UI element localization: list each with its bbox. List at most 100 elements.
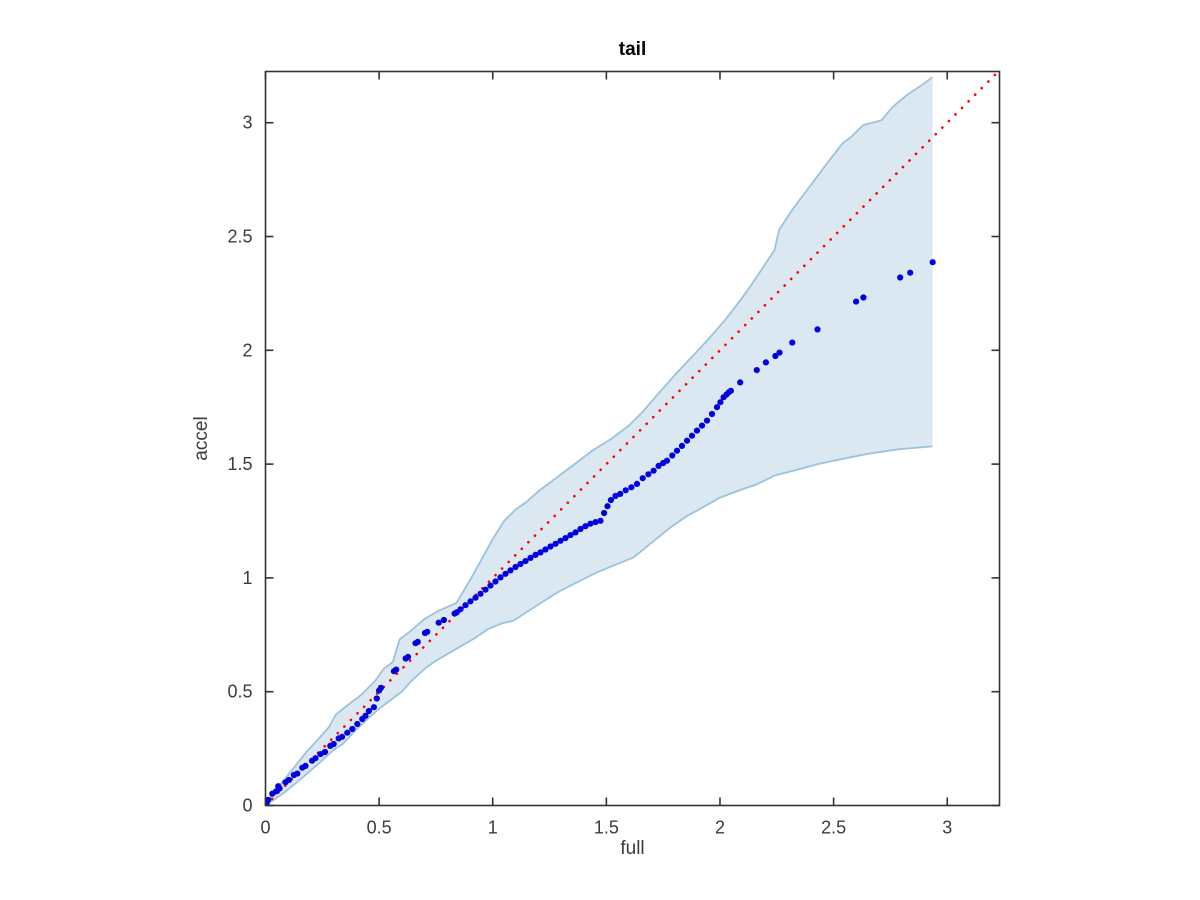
confidence-band: [265, 77, 933, 806]
qq-point: [753, 367, 760, 374]
qq-point: [737, 379, 744, 386]
qq-point: [457, 606, 464, 613]
y-tick-label: 2: [242, 340, 252, 360]
qq-point: [860, 294, 867, 301]
qq-point: [592, 519, 599, 526]
qq-point: [482, 586, 489, 593]
qq-point: [789, 339, 796, 346]
qq-point: [404, 653, 412, 661]
qq-point: [562, 535, 569, 542]
qq-point: [577, 525, 584, 533]
qq-point: [622, 487, 629, 494]
qq-point: [424, 628, 431, 635]
qq-point: [669, 452, 676, 459]
y-tick-label: 1.5: [227, 454, 252, 474]
qq-point: [655, 462, 662, 469]
qq-point: [512, 563, 519, 571]
qq-point: [370, 704, 377, 711]
plot-box: [264, 70, 1001, 807]
qq-point: [814, 326, 821, 333]
qq-point: [617, 490, 624, 497]
x-tick-label: 0: [260, 818, 270, 838]
qq-point: [414, 638, 421, 646]
qq-point: [393, 666, 400, 673]
qq-point: [537, 549, 544, 556]
qq-point: [678, 442, 686, 449]
qq-point: [929, 259, 936, 266]
x-axis-label: full: [620, 838, 644, 859]
qq-points: [265, 259, 936, 806]
qq-point: [321, 748, 329, 756]
x-tick-label: 1: [488, 818, 498, 838]
confidence-band-upper-edge: [265, 76, 934, 804]
qq-point: [727, 387, 735, 394]
qq-point: [587, 520, 594, 527]
qq-point: [285, 776, 292, 784]
qq-point: [502, 570, 509, 577]
qq-point: [472, 594, 479, 601]
qq-point: [673, 447, 681, 454]
qq-point: [572, 529, 579, 536]
qq-point: [552, 540, 559, 547]
qq-point: [708, 410, 716, 418]
plot-title: tail: [619, 39, 646, 60]
qq-point: [607, 497, 615, 504]
qq-point: [440, 616, 447, 624]
qq-point: [377, 684, 384, 691]
qq-point: [462, 602, 469, 609]
qq-point: [492, 578, 499, 585]
y-tick-label: 0: [242, 796, 252, 816]
qq-point: [344, 729, 351, 736]
qq-point: [776, 349, 783, 356]
qq-point: [645, 471, 652, 478]
qq-point: [527, 554, 534, 562]
qq-point: [477, 590, 484, 597]
qq-point: [604, 503, 611, 510]
qq-point: [435, 619, 442, 626]
qq-point: [639, 475, 646, 482]
y-tick-label: 0.5: [227, 682, 252, 702]
qq-point: [487, 582, 494, 589]
x-tick-label: 1.5: [594, 818, 619, 838]
x-tick-label: 2.5: [821, 818, 846, 838]
y-tick-label: 2.5: [227, 227, 252, 247]
qq-point: [683, 437, 691, 444]
qq-point: [597, 517, 604, 524]
qq-point: [373, 695, 380, 702]
qq-point: [547, 543, 554, 550]
qq-point: [265, 796, 272, 803]
qq-point: [517, 560, 524, 568]
qq-point: [362, 712, 369, 719]
qq-point: [567, 532, 574, 539]
confidence-band-lower-edge: [265, 445, 933, 806]
qq-point: [339, 733, 346, 740]
y-axis-label: accel: [191, 416, 212, 460]
qq-point: [467, 598, 474, 605]
qq-point: [582, 523, 589, 530]
x-tick-label: 0.5: [367, 818, 392, 838]
qq-point: [302, 762, 309, 770]
qq-point: [693, 427, 701, 434]
qq-point: [497, 574, 504, 581]
x-tick-label: 2: [715, 818, 725, 838]
qq-point: [557, 537, 564, 544]
qq-point: [633, 480, 641, 487]
qq-point: [276, 785, 283, 792]
qq-point: [713, 404, 721, 411]
qq-point: [532, 551, 539, 559]
qq-point: [522, 558, 529, 565]
qq-point: [907, 269, 914, 276]
qq-point: [542, 546, 549, 553]
qq-point: [762, 359, 770, 366]
qq-point: [349, 725, 356, 733]
qq-point: [897, 274, 904, 281]
qq-point: [628, 484, 635, 491]
qq-point: [703, 417, 711, 424]
qq-point: [354, 720, 361, 728]
qq-point: [717, 399, 724, 406]
qq-point: [507, 567, 514, 574]
qq-point: [601, 509, 608, 517]
y-tick-label: 3: [242, 113, 252, 133]
